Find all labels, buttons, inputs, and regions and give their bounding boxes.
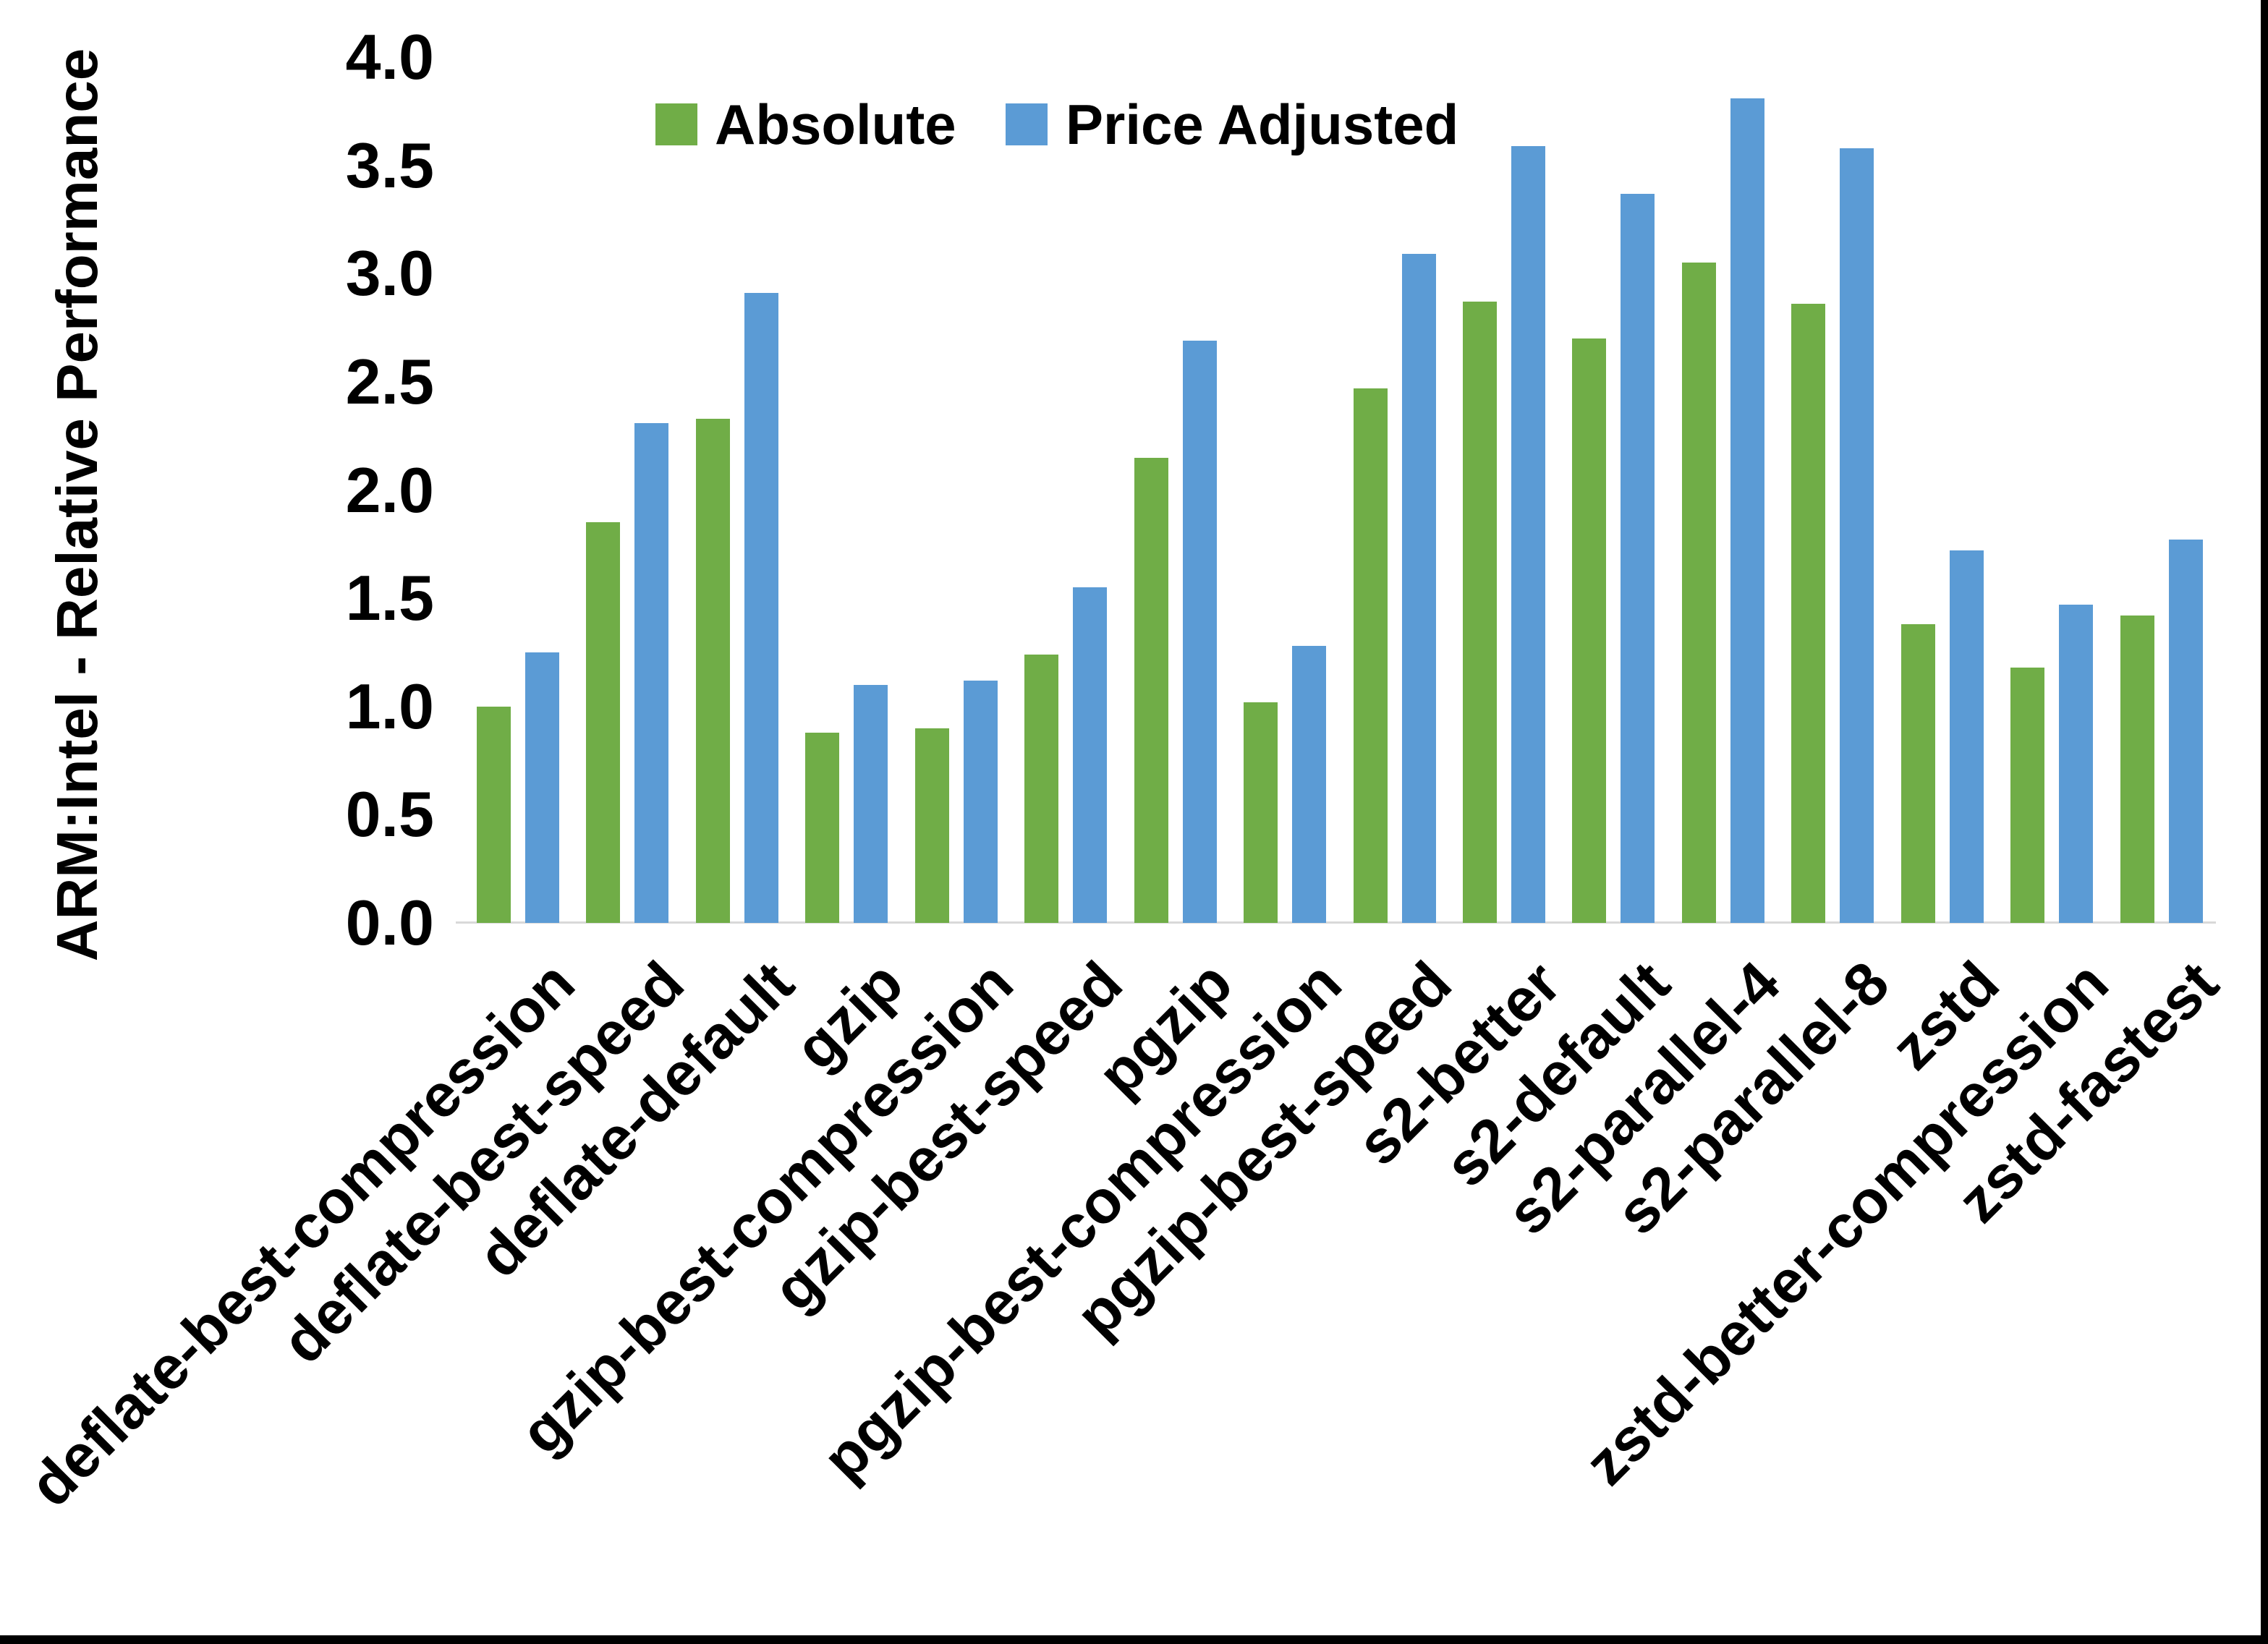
bar-absolute-gzip-best-compression xyxy=(914,728,949,923)
bar-absolute-s2-parallel-4 xyxy=(1681,263,1716,923)
y-tick-label: 1.5 xyxy=(345,562,434,634)
bar-absolute-deflate-default xyxy=(695,418,730,923)
bar-absolute-s2-default xyxy=(1572,338,1607,923)
bar-absolute-deflate-best-compression xyxy=(477,706,511,923)
y-tick-label: 1.0 xyxy=(345,670,434,742)
bar-absolute-deflate-best-speed xyxy=(586,522,621,923)
bar-absolute-pgzip-best-compression xyxy=(1244,702,1278,923)
bar-absolute-s2-better xyxy=(1462,302,1497,923)
y-tick-label: 3.5 xyxy=(345,129,434,201)
bar-price-adjusted-gzip-best-compression xyxy=(963,680,998,923)
bar-price-adjusted-pgzip xyxy=(1182,341,1217,923)
bar-price-adjusted-s2-default xyxy=(1621,193,1655,923)
bar-absolute-zstd-fastest xyxy=(2120,616,2154,923)
y-axis-title: ARM:Intel - Relative Performance xyxy=(45,48,109,962)
right-border xyxy=(2261,0,2268,1644)
legend-label-price-adjusted: Price Adjusted xyxy=(1066,93,1459,156)
bar-absolute-s2-parallel-8 xyxy=(1791,304,1826,923)
bar-absolute-zstd xyxy=(1900,624,1935,923)
y-tick-label: 4.0 xyxy=(345,21,434,93)
y-tick-label: 0.5 xyxy=(345,778,434,851)
bar-price-adjusted-deflate-default xyxy=(744,293,778,923)
bar-absolute-pgzip-best-speed xyxy=(1353,388,1388,923)
bar-price-adjusted-deflate-best-compression xyxy=(525,652,559,923)
bar-absolute-gzip xyxy=(805,732,840,923)
bar-price-adjusted-s2-better xyxy=(1511,145,1545,923)
bar-price-adjusted-deflate-best-speed xyxy=(634,422,669,923)
y-tick-label: 3.0 xyxy=(345,237,434,310)
bar-absolute-gzip-best-speed xyxy=(1024,654,1059,923)
legend-swatch-absolute xyxy=(655,103,697,145)
y-tick-label: 0.0 xyxy=(345,887,434,958)
bar-price-adjusted-zstd-better-compression xyxy=(2059,605,2094,923)
bottom-border xyxy=(0,1635,2268,1644)
legend-swatch-price-adjusted xyxy=(1006,103,1048,145)
legend-label-absolute: Absolute xyxy=(715,93,956,156)
bar-price-adjusted-s2-parallel-4 xyxy=(1730,98,1764,923)
bar-absolute-zstd-better-compression xyxy=(2010,667,2045,923)
bar-price-adjusted-gzip-best-speed xyxy=(1073,587,1108,923)
bar-absolute-pgzip xyxy=(1134,457,1168,923)
bar-price-adjusted-zstd-fastest xyxy=(2168,540,2203,923)
y-tick-label: 2.0 xyxy=(345,453,434,526)
bar-price-adjusted-pgzip-best-speed xyxy=(1401,254,1436,923)
bar-price-adjusted-s2-parallel-8 xyxy=(1840,148,1874,923)
bar-price-adjusted-pgzip-best-compression xyxy=(1292,645,1327,923)
bar-price-adjusted-gzip xyxy=(854,684,888,923)
y-tick-label: 2.5 xyxy=(345,345,434,417)
bar-price-adjusted-zstd xyxy=(1949,550,1984,923)
x-axis-line xyxy=(456,921,2216,924)
